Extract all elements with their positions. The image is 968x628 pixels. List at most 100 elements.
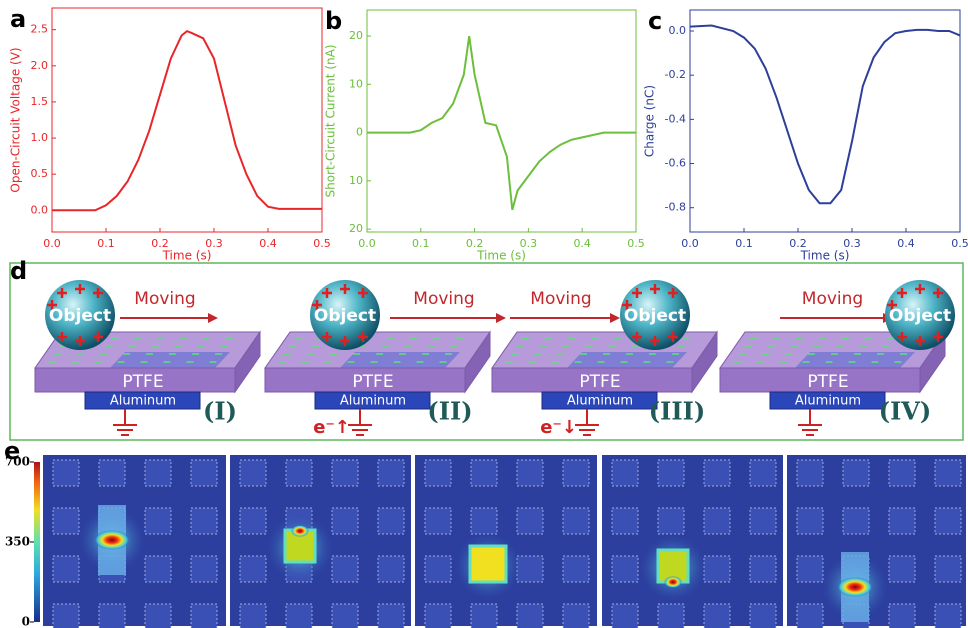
electrode-outline bbox=[658, 508, 684, 534]
electrode-outline bbox=[240, 460, 266, 486]
y-axis-title: Charge (nC) bbox=[643, 85, 657, 157]
x-tick-label: 0.0 bbox=[43, 237, 61, 250]
electrode-outline bbox=[332, 604, 358, 628]
electrode-outline bbox=[563, 460, 589, 486]
arrow-head bbox=[496, 313, 506, 323]
electrode-outline bbox=[889, 556, 915, 582]
electrode-label: Aluminum bbox=[795, 394, 861, 409]
x-axis-title: Time (s) bbox=[476, 249, 526, 263]
electron-flow: e⁻↑ bbox=[313, 417, 350, 438]
motion-label: Moving bbox=[134, 289, 195, 309]
electrode-outline bbox=[889, 508, 915, 534]
field-hotspot bbox=[664, 576, 682, 588]
y-tick-label: 2.0 bbox=[31, 59, 49, 72]
y-tick-label: 1.5 bbox=[31, 95, 49, 108]
y-tick-label: -0.6 bbox=[665, 157, 686, 170]
x-tick-label: 0.5 bbox=[627, 237, 645, 250]
y-tick-label: 10 bbox=[349, 174, 363, 187]
y-tick-label: 20 bbox=[349, 29, 363, 42]
y-tick-label: 2.5 bbox=[31, 23, 49, 36]
x-tick-label: 0.0 bbox=[681, 237, 699, 250]
electrode-label: Aluminum bbox=[567, 394, 633, 409]
electrode-outline bbox=[240, 556, 266, 582]
electrode-outline bbox=[145, 556, 171, 582]
colorbar-label: 350 bbox=[5, 535, 30, 549]
electrode-outline bbox=[517, 508, 543, 534]
electrode-outline bbox=[471, 604, 497, 628]
electrode-outline bbox=[889, 460, 915, 486]
object-label: Object bbox=[889, 306, 951, 326]
electrode-outline bbox=[286, 604, 312, 628]
y-tick-label: 0.0 bbox=[669, 24, 687, 37]
panel-label: d bbox=[10, 257, 27, 285]
electrode-outline bbox=[797, 556, 823, 582]
electrode-outline bbox=[425, 556, 451, 582]
electrode-outline bbox=[191, 556, 217, 582]
y-axis-title: Open-Circuit Voltage (V) bbox=[9, 47, 23, 192]
electrode-outline bbox=[53, 556, 79, 582]
electrode-outline bbox=[99, 460, 125, 486]
electrode-outline bbox=[332, 460, 358, 486]
panel-label: a bbox=[10, 5, 26, 33]
electrode-outline bbox=[240, 604, 266, 628]
electrode-outline bbox=[240, 508, 266, 534]
data-line bbox=[52, 31, 322, 210]
electrode-label: Aluminum bbox=[340, 394, 406, 409]
y-axis-title: Short-Circuit Current (nA) bbox=[324, 44, 338, 197]
electrode-outline bbox=[145, 604, 171, 628]
electrode-outline bbox=[935, 460, 961, 486]
electrode-outline bbox=[704, 460, 730, 486]
electrode-outline bbox=[612, 460, 638, 486]
electron-flow: e⁻↓ bbox=[540, 417, 577, 438]
colorbar bbox=[34, 462, 40, 622]
electrode-outline bbox=[191, 508, 217, 534]
x-axis-title: Time (s) bbox=[162, 249, 212, 263]
x-tick-label: 0.4 bbox=[259, 237, 277, 250]
electrode-outline bbox=[145, 460, 171, 486]
electrode-outline bbox=[889, 604, 915, 628]
figure: d e a0.00.10.20.30.40.50.00.51.01.52.02.… bbox=[0, 0, 968, 628]
x-tick-label: 0.5 bbox=[951, 237, 968, 250]
electrode-outline bbox=[517, 460, 543, 486]
object-label: Object bbox=[314, 306, 376, 326]
y-tick-label: -0.2 bbox=[665, 68, 686, 81]
electrode-outline bbox=[191, 604, 217, 628]
stage-label: (III) bbox=[649, 397, 705, 426]
electrode-outline bbox=[843, 508, 869, 534]
motion-label: Moving bbox=[413, 289, 474, 309]
field-core bbox=[470, 546, 506, 582]
electrode-outline bbox=[612, 604, 638, 628]
plot-frame bbox=[690, 10, 960, 232]
y-tick-label: -0.4 bbox=[665, 112, 686, 125]
dielectric-label: PTFE bbox=[807, 372, 848, 392]
data-line bbox=[367, 36, 636, 210]
colorbar-label: 700 bbox=[5, 455, 30, 469]
electrode-outline bbox=[750, 460, 776, 486]
electrode-outline bbox=[612, 508, 638, 534]
electrode-outline bbox=[378, 508, 404, 534]
electrode-outline bbox=[750, 508, 776, 534]
electrode-outline bbox=[378, 556, 404, 582]
electrode-outline bbox=[658, 604, 684, 628]
electrode-outline bbox=[563, 604, 589, 628]
y-tick-label: 20 bbox=[349, 222, 363, 235]
electrode-outline bbox=[99, 604, 125, 628]
field-hotspot bbox=[291, 525, 309, 537]
panel-label: c bbox=[648, 7, 662, 35]
stage-label: (II) bbox=[427, 397, 472, 426]
data-line bbox=[690, 26, 960, 204]
electrode-outline bbox=[935, 556, 961, 582]
x-tick-label: 0.4 bbox=[897, 237, 915, 250]
motion-label: Moving bbox=[530, 289, 591, 309]
electrode-outline bbox=[53, 460, 79, 486]
y-tick-label: 0 bbox=[356, 126, 363, 139]
electrode-label: Aluminum bbox=[110, 394, 176, 409]
electrode-outline bbox=[935, 508, 961, 534]
x-tick-label: 0.1 bbox=[412, 237, 430, 250]
y-tick-label: 0.5 bbox=[31, 167, 49, 180]
electrode-outline bbox=[750, 556, 776, 582]
electrode-outline bbox=[750, 604, 776, 628]
dielectric-label: PTFE bbox=[579, 372, 620, 392]
electrode-outline bbox=[425, 604, 451, 628]
x-tick-label: 0.1 bbox=[735, 237, 753, 250]
